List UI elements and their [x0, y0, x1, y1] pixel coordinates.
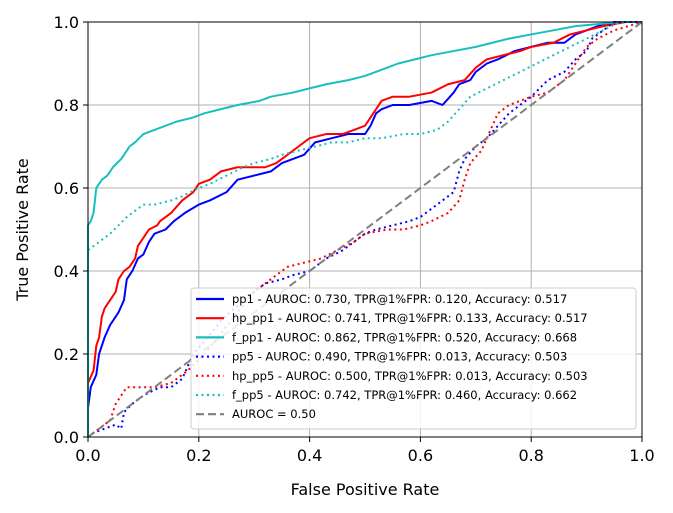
x-tick-label-1: 0.2 [186, 446, 211, 465]
legend-label-baseline: AUROC = 0.50 [232, 407, 316, 421]
series-line-f_pp1 [87, 21, 642, 437]
legend-label-f_pp1: f_pp1 - AUROC: 0.862, TPR@1%FPR: 0.520, … [232, 330, 577, 344]
x-tick-label-3: 0.6 [408, 446, 433, 465]
series-line-f_pp5 [87, 21, 642, 437]
legend-label-pp5: pp5 - AUROC: 0.490, TPR@1%FPR: 0.013, Ac… [232, 350, 567, 364]
y-tick-label-0: 0.0 [54, 428, 79, 447]
x-tick-label-2: 0.4 [297, 446, 322, 465]
y-tick-label-2: 0.4 [54, 262, 79, 281]
legend-label-f_pp5: f_pp5 - AUROC: 0.742, TPR@1%FPR: 0.460, … [232, 388, 577, 402]
series-layer [87, 21, 643, 438]
x-tick-label-0: 0.0 [75, 446, 100, 465]
legend: pp1 - AUROC: 0.730, TPR@1%FPR: 0.120, Ac… [190, 287, 637, 430]
x-tick-label-4: 0.8 [518, 446, 543, 465]
axis-ticks: 0.0 0.2 0.4 0.6 0.8 1.0 0.0 0.2 0.4 0.6 0.8 1.0 [54, 13, 655, 465]
series-line-hp_pp1 [87, 21, 642, 437]
series-line-baseline [87, 21, 643, 438]
x-axis-label: False Positive Rate [291, 480, 440, 499]
y-tick-label-1: 0.2 [54, 345, 79, 364]
legend-box [190, 287, 637, 430]
y-tick-label-3: 0.6 [54, 179, 79, 198]
y-tick-label-4: 0.8 [54, 96, 79, 115]
grid-lines [87, 21, 643, 438]
y-axis-label: True Positive Rate [13, 158, 32, 302]
series-line-pp1 [87, 21, 642, 437]
y-tick-label-5: 1.0 [54, 13, 79, 32]
plot-frame [87, 21, 643, 438]
legend-label-pp1: pp1 - AUROC: 0.730, TPR@1%FPR: 0.120, Ac… [232, 292, 567, 306]
legend-label-hp_pp1: hp_pp1 - AUROC: 0.741, TPR@1%FPR: 0.133,… [232, 311, 588, 325]
x-tick-label-5: 1.0 [629, 446, 654, 465]
legend-label-hp_pp5: hp_pp5 - AUROC: 0.500, TPR@1%FPR: 0.013,… [232, 369, 588, 383]
